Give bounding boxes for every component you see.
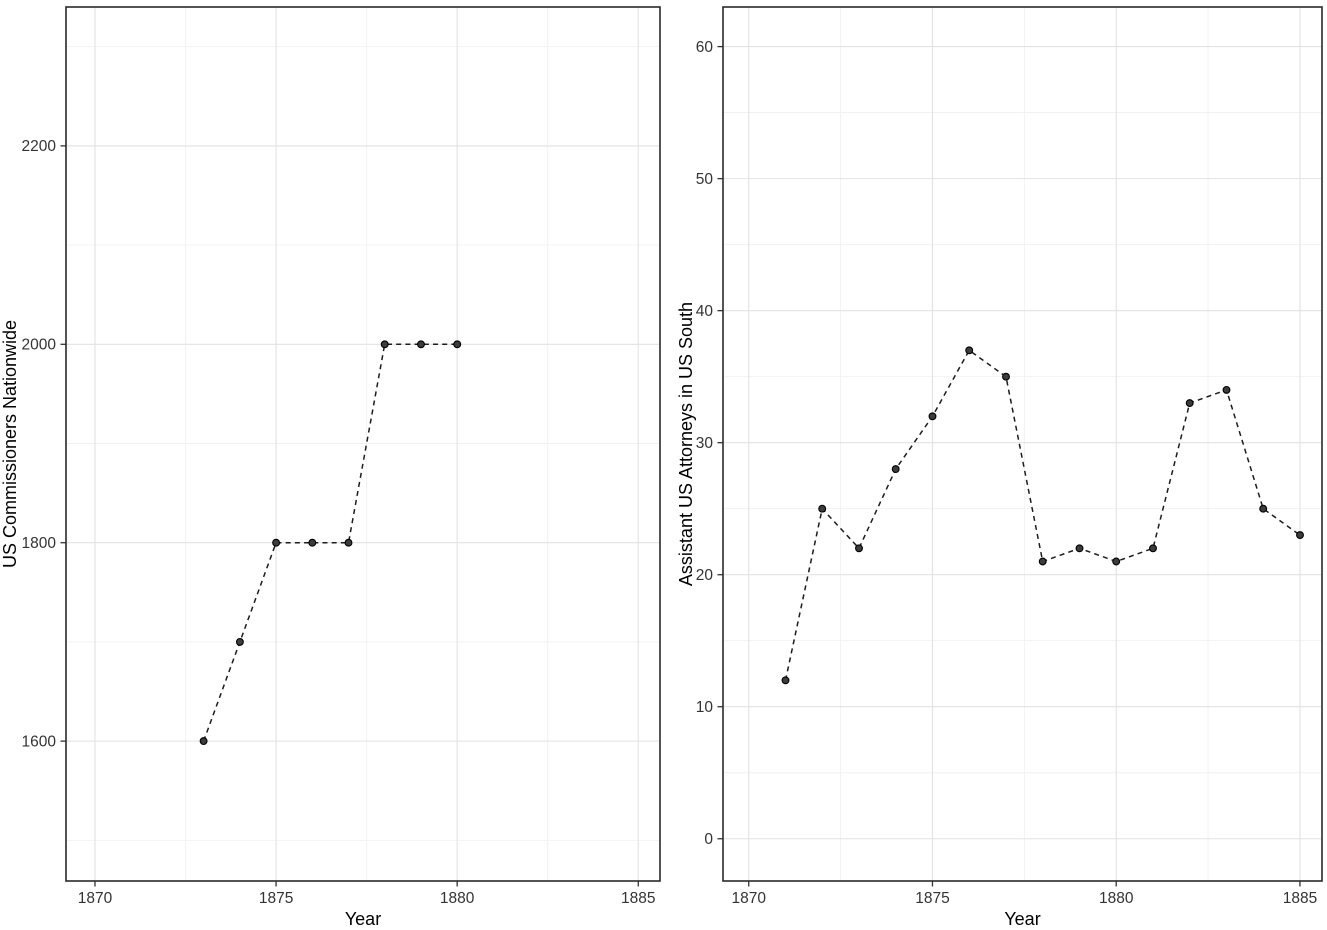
x-tick-label: 1870 [731,890,766,907]
y-tick-label: 30 [696,435,714,452]
grid-minor [723,7,1322,881]
data-point [1296,531,1304,540]
y-tick-label: 60 [696,39,714,56]
y-tick-label: 1800 [22,535,57,552]
data-point [1222,385,1231,394]
data-point [1112,557,1121,566]
data-point [453,340,462,349]
axis-tick-marks [717,45,1301,887]
x-axis-title: Year [345,909,381,929]
y-axis-tick-labels: 0 10 20 30 40 50 60 [696,39,714,848]
data-point [199,737,208,746]
data-point [308,538,317,547]
y-axis-tick-labels: 1600 1800 2000 2200 [22,138,57,750]
x-tick-label: 1875 [915,890,949,907]
grid-major [66,7,660,881]
data-point [380,340,389,349]
grid-minor [66,7,660,881]
data-points [781,346,1304,685]
chart-assistant-attorneys: 1870 1875 1880 1885 0 10 20 30 40 50 60 Year Assista… [676,6,1323,929]
x-tick-label: 1880 [440,890,475,907]
y-axis-title: US Commissioners Nationwide [0,320,20,568]
data-point [1002,372,1010,381]
y-tick-label: 20 [696,567,714,584]
grid-major [723,7,1322,881]
data-point [344,538,353,547]
panel-background [723,7,1322,881]
axis-tick-marks [60,145,639,887]
y-tick-label: 40 [696,303,714,320]
x-tick-label: 1885 [1283,890,1317,907]
x-tick-label: 1885 [621,890,655,907]
chart-us-commissioners: 1870 1875 1880 1885 1600 1800 2000 2200 Year US C… [0,6,661,929]
x-axis-title: Year [1004,909,1040,929]
x-tick-label: 1870 [78,890,113,907]
data-point [272,538,281,547]
y-tick-label: 2200 [22,138,57,155]
data-point [417,340,425,349]
data-point [855,544,863,553]
data-line [202,343,458,742]
panel-border [65,6,661,882]
y-tick-label: 2000 [22,337,57,354]
x-tick-label: 1875 [259,890,293,907]
data-points [199,340,462,746]
data-point [1259,504,1268,513]
y-tick-label: 50 [696,171,714,188]
panel-background [66,7,660,881]
y-tick-label: 1600 [22,733,57,750]
data-point [1149,544,1157,553]
data-point [1185,399,1194,408]
data-point [1075,544,1084,553]
x-tick-label: 1880 [1099,890,1134,907]
data-point [781,676,790,685]
x-axis-tick-labels: 1870 1875 1880 1885 [78,890,656,907]
y-axis-title: Assistant US Attorneys in US South [676,302,696,586]
y-tick-label: 0 [704,831,713,848]
data-point [928,412,937,421]
data-point [818,504,827,513]
data-point [965,346,974,355]
y-tick-label: 10 [696,699,714,716]
panel-border [722,6,1323,882]
data-point [235,637,244,646]
data-point [1038,557,1047,566]
data-point [891,465,900,474]
x-axis-tick-labels: 1870 1875 1880 1885 [731,890,1317,907]
